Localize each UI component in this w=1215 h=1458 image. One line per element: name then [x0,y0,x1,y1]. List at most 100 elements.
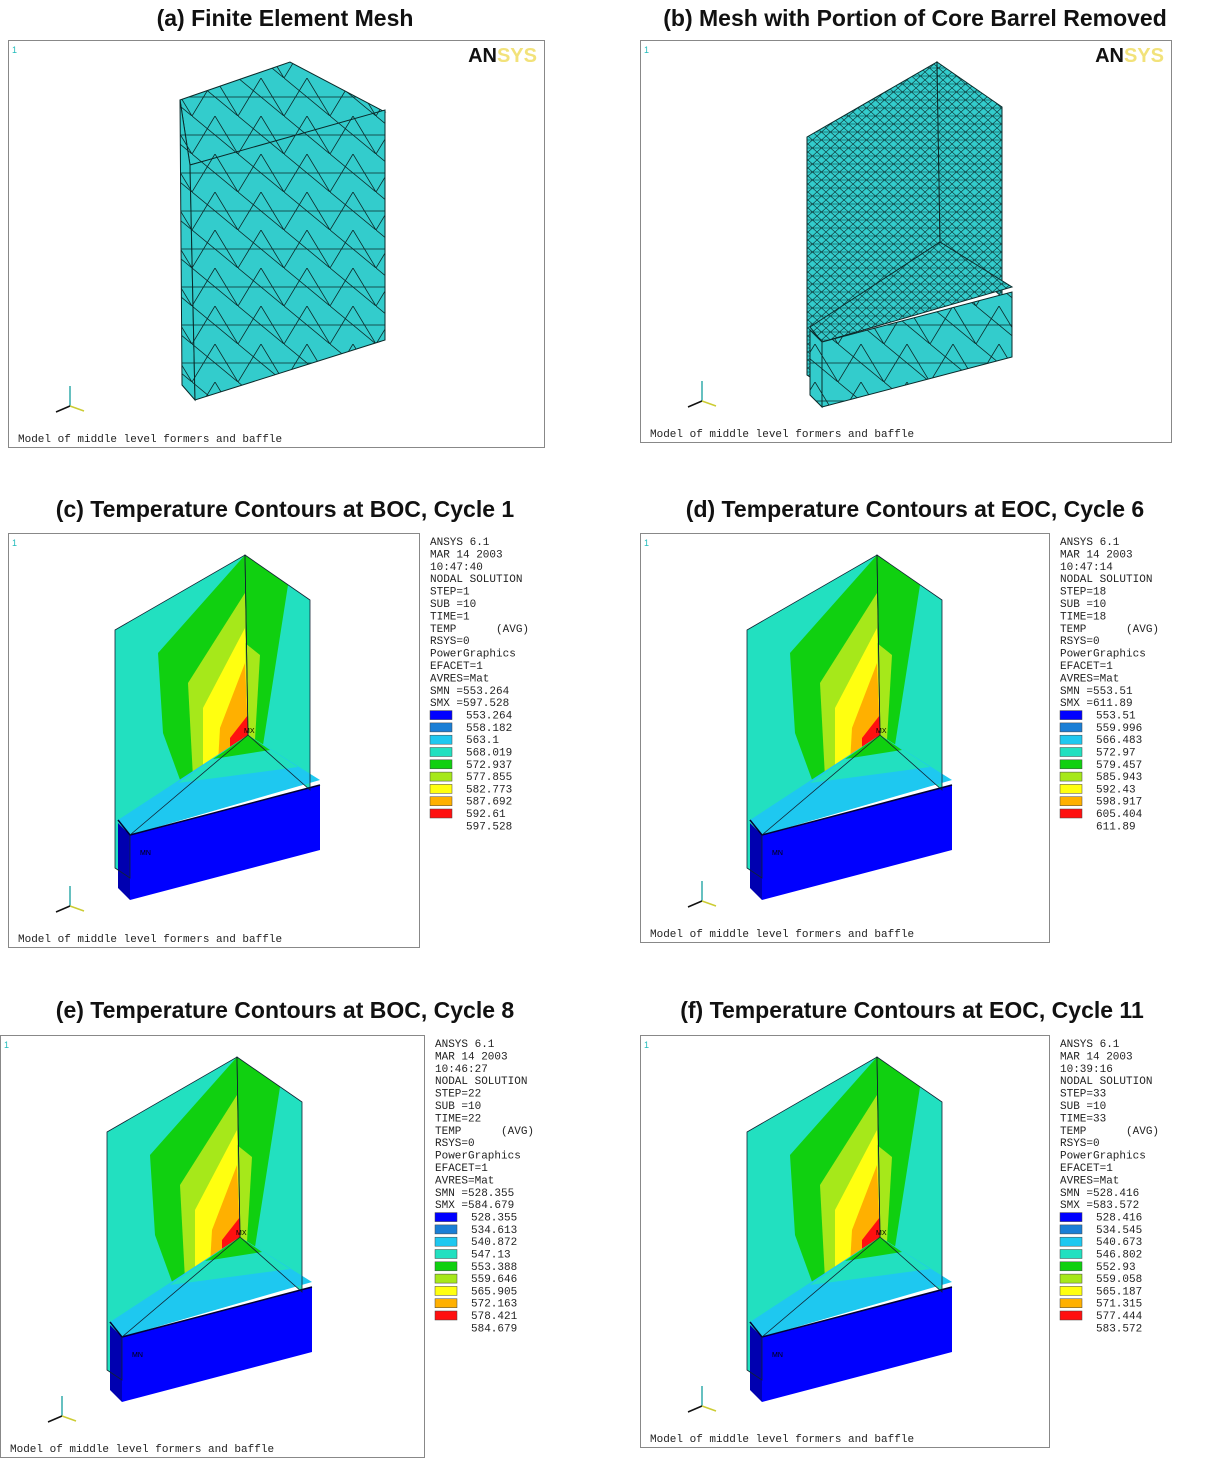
legend-swatch [430,760,452,769]
info-line: ANSYS 6.1 [1060,1039,1120,1051]
info-line: STEP=1 [430,587,470,599]
legend-value: 583.572 [1096,1323,1142,1335]
info-line: MAR 14 2003 [430,549,503,561]
legend-value: 565.187 [1096,1286,1142,1298]
info-line: SMN =528.355 [435,1188,514,1200]
info-line: SUB =10 [430,599,476,611]
info-line: NODAL SOLUTION [435,1076,527,1088]
max-marker: MX [876,1230,887,1237]
info-line: EFACET=1 [435,1163,488,1175]
model [180,62,385,400]
legend-swatch [430,735,452,744]
info-line: MAR 14 2003 [1060,1051,1133,1063]
min-marker: MN [772,1352,783,1359]
info-line: SMN =553.264 [430,686,510,698]
info-line: 10:47:40 [430,562,483,574]
info-line: AVRES=Mat [430,673,489,685]
legend-swatch [435,1213,457,1222]
legend-value: 585.943 [1096,772,1142,784]
caption: Model of middle level formers and baffle [650,429,914,441]
info-line: SMN =528.416 [1060,1188,1139,1200]
legend-value: 577.444 [1096,1311,1143,1323]
legend-value: 559.996 [1096,723,1142,735]
legend-swatch [430,772,452,781]
legend-value: 605.404 [1096,809,1143,821]
legend-value: 559.646 [471,1274,517,1286]
logo: ANSYS [468,45,537,67]
legend-swatch [435,1274,457,1283]
info-line: PowerGraphics [1060,649,1146,661]
info-line: NODAL SOLUTION [1060,574,1152,586]
info-line: EFACET=1 [1060,661,1113,673]
info-line: PowerGraphics [1060,1151,1146,1163]
info-line: TEMP (AVG) [1060,624,1159,636]
legend-value: 566.483 [1096,735,1142,747]
info-line: TIME=33 [1060,1113,1106,1125]
legend-swatch [1060,1286,1082,1295]
info-line: 10:39:16 [1060,1064,1113,1076]
info-line: RSYS=0 [430,636,470,648]
window-number: 1 [12,45,17,55]
legend-value: 540.673 [1096,1237,1142,1249]
legend-value: 577.855 [466,772,512,784]
min-marker: MN [132,1352,143,1359]
legend-value: 553.388 [471,1262,517,1274]
max-marker: MX [244,728,255,735]
base-side [118,823,130,900]
legend-swatch [1060,797,1082,806]
legend-swatch [430,748,452,757]
legend-value: 592.61 [466,809,506,821]
info-line: SUB =10 [1060,1101,1106,1113]
legend-swatch [1060,1213,1082,1222]
legend-value: 568.019 [466,748,512,760]
panel-title: (f) Temperature Contours at EOC, Cycle 1… [680,997,1144,1023]
legend-value: 582.773 [466,784,512,796]
legend-value: 592.43 [1096,784,1136,796]
info-line: 10:47:14 [1060,562,1113,574]
legend-swatch [1060,1274,1082,1283]
legend-value: 565.905 [471,1286,517,1298]
legend-swatch [1060,1237,1082,1246]
legend-value: 587.692 [466,797,512,809]
legend-swatch [1060,1311,1082,1320]
legend-value: 611.89 [1096,821,1136,833]
legend-swatch [430,711,452,720]
legend-swatch [1060,760,1082,769]
legend-swatch [1060,711,1082,720]
mesh-lines [810,330,822,407]
legend-value: 572.97 [1096,748,1136,760]
legend-value: 578.421 [471,1311,518,1323]
legend-value: 579.457 [1096,760,1142,772]
legend-value: 572.163 [471,1299,517,1311]
min-marker: MN [772,850,783,857]
info-line: ANSYS 6.1 [430,537,490,549]
legend-swatch [1060,1250,1082,1259]
info-line: STEP=18 [1060,587,1106,599]
logo-suffix: SYS [1124,45,1164,67]
legend-swatch [1060,784,1082,793]
legend-value: 584.679 [471,1323,517,1335]
panel-title: (e) Temperature Contours at BOC, Cycle 8 [56,997,515,1023]
info-line: NODAL SOLUTION [1060,1076,1152,1088]
window-number: 1 [644,45,649,55]
legend-value: 559.058 [1096,1274,1142,1286]
legend-swatch [430,809,452,818]
info-line: PowerGraphics [435,1151,521,1163]
legend-value: 546.802 [1096,1250,1142,1262]
legend-swatch [435,1286,457,1295]
info-line: NODAL SOLUTION [430,574,522,586]
info-line: ANSYS 6.1 [435,1039,495,1051]
info-line: STEP=33 [1060,1089,1106,1101]
info-line: EFACET=1 [430,661,483,673]
panel-title: (a) Finite Element Mesh [157,5,414,31]
info-line: RSYS=0 [1060,636,1100,648]
info-line: TEMP (AVG) [1060,1126,1159,1138]
legend-swatch [1060,809,1082,818]
legend-value: 540.872 [471,1237,517,1249]
panel-title: (c) Temperature Contours at BOC, Cycle 1 [56,496,515,522]
info-line: STEP=22 [435,1089,481,1101]
logo-prefix: AN [1095,45,1124,67]
legend-value: 572.937 [466,760,512,772]
base-side [750,823,762,900]
legend-value: 558.182 [466,723,512,735]
